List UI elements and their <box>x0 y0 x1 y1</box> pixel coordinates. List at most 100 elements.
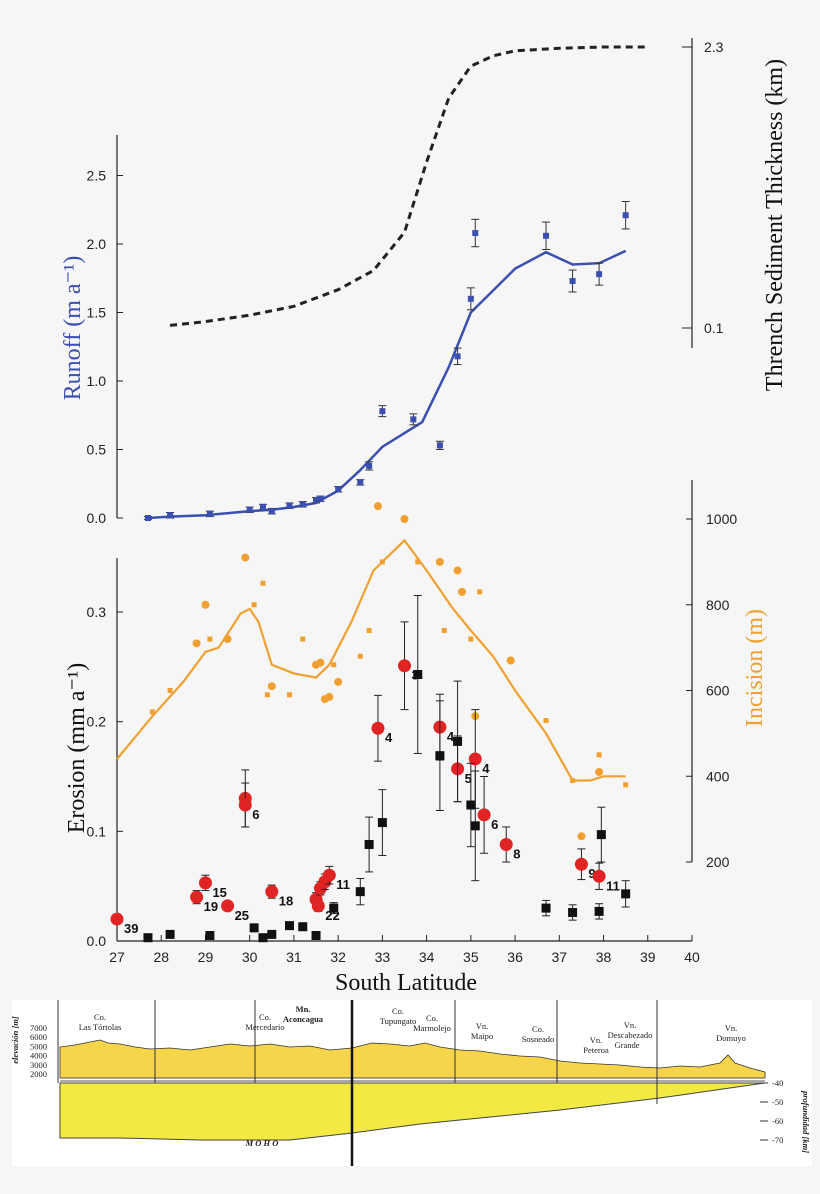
peak-label-name: Aconcagua <box>283 1014 324 1024</box>
incision-square <box>251 602 257 608</box>
erosion-black-point <box>470 821 480 831</box>
erosion-black-point <box>453 736 463 746</box>
erosion-red-point <box>371 721 385 735</box>
peak-label-name: Descabezado <box>608 1030 653 1040</box>
peak-label-prefix: Co. <box>94 1012 106 1022</box>
incision-fit-line <box>116 538 626 782</box>
runoff-point <box>467 295 474 302</box>
erosion-black-point <box>413 670 423 680</box>
x-ticks: 27 28 29 30 31 32 33 34 35 36 37 38 39 40 <box>109 935 700 965</box>
x-tick-label: 38 <box>596 949 612 965</box>
incision-square <box>441 627 447 633</box>
erosion-red-point <box>574 857 588 871</box>
peak-label-name: Domuyo <box>716 1033 746 1043</box>
sediment-y-ticks: 2.3 0.1 <box>682 39 724 336</box>
elevation-tick-label: 3000 <box>30 1060 47 1070</box>
incision-circle <box>267 682 276 691</box>
peak-label-prefix: Vn. <box>725 1023 738 1033</box>
erosion-y-tick-label: 0.3 <box>87 604 107 620</box>
incision-square <box>300 636 306 642</box>
incision-circle <box>506 656 515 665</box>
incision-y-ticks: 200 400 600 800 1000 <box>686 511 737 870</box>
depth-ticks: -40 -50 -60 -70 <box>760 1078 783 1145</box>
peak-label-prefix: Vn. <box>624 1020 637 1030</box>
crust-section <box>59 1082 766 1141</box>
incision-square <box>468 636 474 642</box>
incision-y-tick-label: 800 <box>706 597 730 613</box>
elevation-tick-label: 2000 <box>30 1069 47 1079</box>
incision-circle <box>400 515 409 523</box>
erosion-y-tick-label: 0.1 <box>87 823 107 839</box>
erosion-point-label: 25 <box>235 908 249 923</box>
erosion-point-label: 11 <box>336 877 350 892</box>
x-tick-label: 37 <box>552 949 568 965</box>
erosion-black-point <box>285 921 294 931</box>
erosion-red-point <box>398 659 411 673</box>
erosion-black-point <box>568 907 578 917</box>
peak-label-prefix: Co. <box>532 1024 544 1034</box>
peak-label-name: Mercedario <box>245 1022 284 1032</box>
sediment-thickness-line <box>169 45 648 327</box>
runoff-point <box>144 515 151 521</box>
incision-square <box>570 778 576 784</box>
erosion-black-point <box>267 929 277 939</box>
erosion-red-point <box>322 868 336 882</box>
runoff-point <box>622 212 629 219</box>
peak-label-name: Maipo <box>471 1031 493 1041</box>
runoff-point <box>410 416 417 423</box>
runoff-y-tick-label: 0.5 <box>87 442 107 458</box>
incision-square <box>331 662 337 668</box>
incision-circle <box>435 557 444 566</box>
erosion-red-point <box>311 899 325 913</box>
x-tick-label: 31 <box>286 949 302 965</box>
x-tick-label: 35 <box>463 949 479 965</box>
erosion-y-ticks: 0.0 0.1 0.2 0.3 <box>87 604 123 949</box>
erosion-black-point <box>329 903 339 913</box>
erosion-red-point <box>468 752 482 766</box>
x-tick-label: 36 <box>507 949 523 965</box>
incision-y-label: Incision (m) <box>742 609 768 727</box>
erosion-red-point <box>221 899 235 913</box>
x-tick-label: 33 <box>375 949 391 965</box>
erosion-black-point <box>435 751 445 761</box>
incision-circle <box>223 635 232 644</box>
runoff-point <box>569 277 576 284</box>
erosion-red-point <box>592 869 606 883</box>
runoff-series <box>143 45 648 521</box>
runoff-panel: 0.0 0.5 1.0 1.5 2.0 2.5 2.3 0.1 Runoff (m a⁻¹)… <box>60 38 788 526</box>
incision-y-tick-label: 600 <box>706 683 730 699</box>
runoff-y-label: Runoff (m a⁻¹) <box>60 256 86 401</box>
incision-y-tick-label: 200 <box>706 854 730 870</box>
depth-tick-label: -50 <box>772 1097 783 1107</box>
incision-circle <box>241 553 250 562</box>
incision-square <box>260 580 266 586</box>
x-tick-label: 32 <box>330 949 346 965</box>
x-tick-label: 39 <box>640 949 656 965</box>
erosion-red-point <box>110 912 124 926</box>
incision-y-tick-label: 1000 <box>706 511 737 527</box>
incision-y-tick-label: 400 <box>706 768 730 784</box>
runoff-point <box>436 442 443 449</box>
runoff-point <box>246 506 253 513</box>
erosion-point-label: 18 <box>279 894 293 909</box>
erosion-point-label: 19 <box>204 899 218 914</box>
incision-circle <box>325 692 334 701</box>
elevation-axis-label: elevación [m] <box>10 1016 20 1064</box>
erosion-y-label: Erosion (mm a⁻¹) <box>64 663 90 834</box>
erosion-black-point <box>258 933 268 943</box>
runoff-y-ticks: 0.0 0.5 1.0 1.5 2.0 2.5 <box>87 168 123 526</box>
runoff-point <box>317 495 324 502</box>
runoff-y-tick-label: 1.5 <box>87 305 107 321</box>
peak-label-prefix: Vn. <box>590 1035 603 1045</box>
peak-label-name: Las Tórtolas <box>79 1022 122 1032</box>
runoff-point <box>335 486 342 493</box>
peak-label-prefix: Co. <box>259 1012 271 1022</box>
runoff-point <box>268 508 275 515</box>
incision-circle <box>595 767 604 776</box>
incision-square <box>287 692 292 698</box>
erosion-black-point <box>249 923 259 933</box>
elevation-tick-label: 4000 <box>30 1051 47 1061</box>
runoff-y-tick-label: 1.0 <box>87 373 107 389</box>
sediment-y-tick-label: 2.3 <box>704 39 724 55</box>
